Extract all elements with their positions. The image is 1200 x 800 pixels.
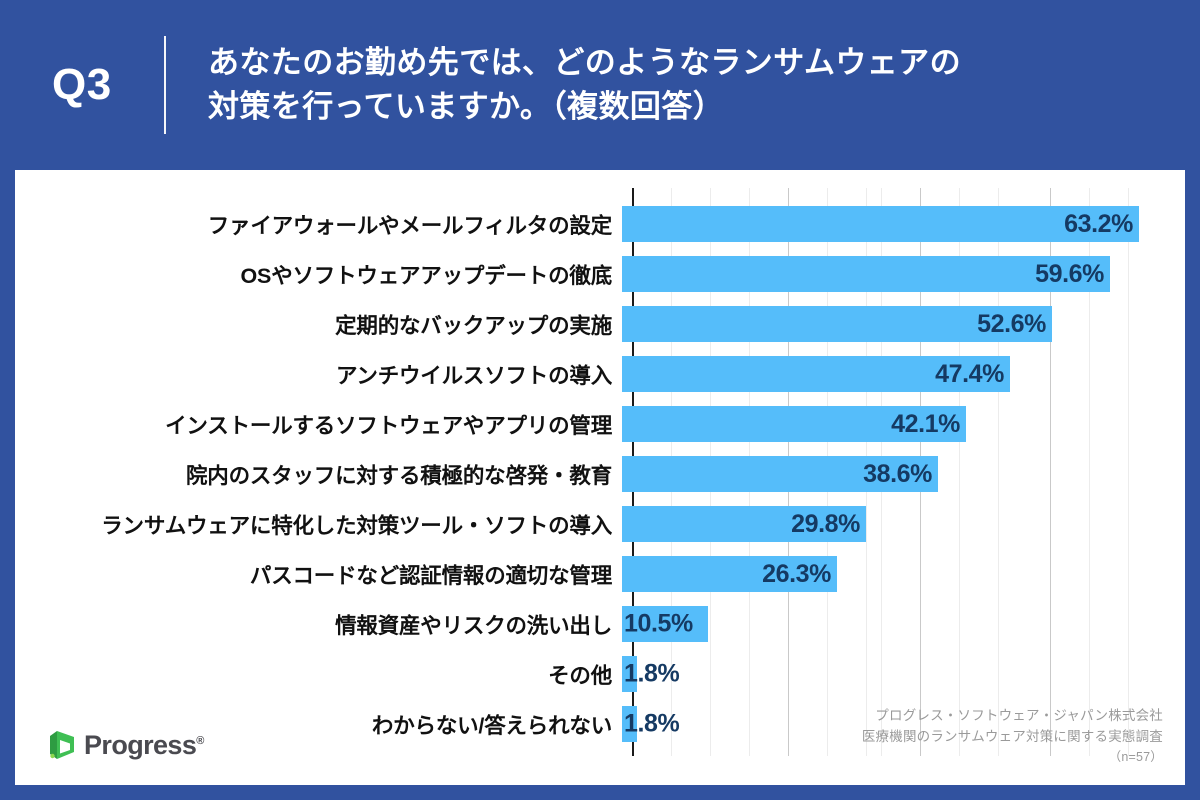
bar-rows: ファイアウォールやメールフィルタの設定 63.2% OSやソフトウェアアップデー…	[15, 170, 1185, 785]
question-title: あなたのお勤め先では、どのようなランサムウェアの 対策を行っていますか。（複数回…	[208, 41, 961, 129]
bar-segment[interactable]: 47.4%	[622, 356, 1010, 392]
bar-value-label: 38.6%	[863, 459, 932, 488]
bar-row: 定期的なバックアップの実施 52.6%	[15, 306, 1185, 342]
bar-value-label: 29.8%	[791, 509, 860, 538]
bar-track: 26.3%	[622, 556, 1185, 592]
bar-row: その他 1.8%	[15, 656, 1185, 692]
category-label: 情報資産やリスクの洗い出し	[335, 613, 612, 638]
category-label: その他	[548, 663, 612, 688]
progress-logo: Progress®	[48, 730, 204, 760]
sample-size-label: （n=57）	[1108, 749, 1163, 764]
gridline-minor	[959, 188, 960, 756]
question-title-line-2: 対策を行っていますか。（複数回答）	[208, 89, 725, 124]
category-label: インストールするソフトウェアやアプリの管理	[165, 413, 612, 438]
bar-segment[interactable]: 10.5%	[622, 606, 708, 642]
bar-segment[interactable]: 59.6%	[622, 256, 1110, 292]
bar-track: 42.1%	[622, 406, 1185, 442]
category-label: アンチウイルスソフトの導入	[335, 363, 612, 388]
bar-row: ファイアウォールやメールフィルタの設定 63.2%	[15, 206, 1185, 242]
category-label: 院内のスタッフに対する積極的な啓発・教育	[185, 463, 612, 488]
bar-row: アンチウイルスソフトの導入 47.4%	[15, 356, 1185, 392]
bar-value-label: 26.3%	[762, 559, 831, 588]
bar-segment[interactable]: 26.3%	[622, 556, 837, 592]
bar-value-label: 52.6%	[977, 309, 1046, 338]
source-company: プログレス・ソフトウェア・ジャパン株式会社	[875, 707, 1163, 723]
source-survey: 医療機関のランサムウェア対策に関する実態調査	[861, 728, 1163, 744]
bar-chart: ファイアウォールやメールフィルタの設定 63.2% OSやソフトウェアアップデー…	[15, 170, 1185, 785]
category-label: ファイアウォールやメールフィルタの設定	[207, 213, 612, 238]
registered-mark: ®	[196, 734, 204, 747]
bar-track: 47.4%	[622, 356, 1185, 392]
bar-segment[interactable]: 29.8%	[622, 506, 866, 542]
bar-row: インストールするソフトウェアやアプリの管理 42.1%	[15, 406, 1185, 442]
question-title-line-1: あなたのお勤め先では、どのようなランサムウェアの	[208, 44, 961, 80]
bar-segment[interactable]: 42.1%	[622, 406, 966, 442]
category-label: パスコードなど認証情報の適切な管理	[249, 563, 612, 588]
bar-value-label: 47.4%	[935, 359, 1004, 388]
chart-card: ファイアウォールやメールフィルタの設定 63.2% OSやソフトウェアアップデー…	[15, 170, 1185, 785]
bar-track: 1.8%	[622, 706, 1185, 742]
category-label: OSやソフトウェアアップデートの徹底	[240, 263, 613, 288]
bar-row: ランサムウェアに特化した対策ツール・ソフトの導入 29.8%	[15, 506, 1185, 542]
progress-wordmark: Progress®	[84, 729, 204, 760]
bar-value-label: 1.8%	[624, 709, 680, 738]
bar-row: わからない/答えられない 1.8%	[15, 706, 1185, 742]
bar-track: 29.8%	[622, 506, 1185, 542]
bar-row: 情報資産やリスクの洗い出し 10.5%	[15, 606, 1185, 642]
progress-wordmark-text: Progress	[84, 729, 197, 760]
bar-segment[interactable]: 38.6%	[622, 456, 938, 492]
source-footnote: プログレス・ソフトウェア・ジャパン株式会社 医療機関のランサムウェア対策に関する…	[862, 706, 1163, 767]
bar-row: パスコードなど認証情報の適切な管理 26.3%	[15, 556, 1185, 592]
bar-value-label: 63.2%	[1064, 209, 1133, 238]
gridline-major	[1050, 188, 1051, 756]
bar-track: 1.8%	[622, 656, 1185, 692]
progress-mark-icon	[48, 730, 76, 760]
bar-segment[interactable]: 52.6%	[622, 306, 1052, 342]
bar-track: 63.2%	[622, 206, 1185, 242]
bar-value-label: 42.1%	[891, 409, 960, 438]
bar-segment[interactable]: 63.2%	[622, 206, 1139, 242]
bar-value-label: 10.5%	[624, 609, 693, 638]
category-label: 定期的なバックアップの実施	[335, 313, 612, 338]
question-header: Q3 あなたのお勤め先では、どのようなランサムウェアの 対策を行っていますか。（…	[0, 0, 1200, 170]
bar-row: OSやソフトウェアアップデートの徹底 59.6%	[15, 256, 1185, 292]
gridline-minor	[1128, 188, 1129, 756]
bar-value-label: 1.8%	[624, 659, 680, 688]
gridline-minor	[1089, 188, 1090, 756]
bar-track: 10.5%	[622, 606, 1185, 642]
bar-segment[interactable]: 1.8%	[622, 656, 680, 692]
bar-track: 52.6%	[622, 306, 1185, 342]
category-label: ランサムウェアに特化した対策ツール・ソフトの導入	[101, 513, 612, 538]
bar-row: 院内のスタッフに対する積極的な啓発・教育 38.6%	[15, 456, 1185, 492]
bar-segment[interactable]: 1.8%	[622, 706, 680, 742]
header-divider	[164, 36, 166, 134]
question-number: Q3	[52, 60, 112, 109]
bar-track: 59.6%	[622, 256, 1185, 292]
gridline-minor	[998, 188, 999, 756]
category-label: わからない/答えられない	[371, 713, 612, 738]
bar-value-label: 59.6%	[1035, 259, 1104, 288]
bar-track: 38.6%	[622, 456, 1185, 492]
